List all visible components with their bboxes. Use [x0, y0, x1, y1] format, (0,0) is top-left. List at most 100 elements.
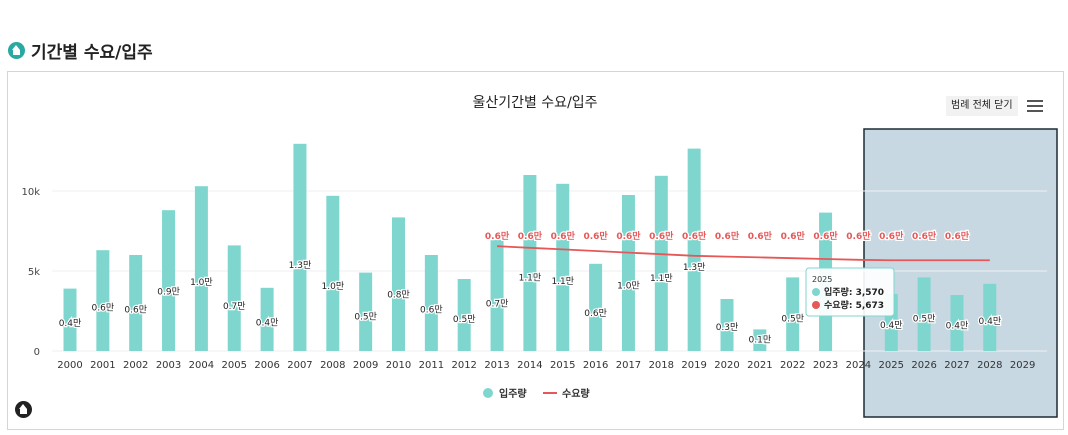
x-tick-label: 2023 — [813, 360, 838, 371]
label-layer: 0.4만 0.6만 0.6만 0.9만 1.0만 0.7만 0.4만 1.3만 1.0만 0.5만… — [57, 229, 1002, 347]
bar — [753, 329, 767, 351]
bar-data-label: 1.0만 — [190, 277, 213, 288]
bar — [260, 287, 274, 351]
bar-data-label: 1.0만 — [322, 281, 345, 292]
bar-data-label: 0.5만 — [781, 314, 804, 325]
bar — [129, 255, 143, 351]
x-tick-label: 2026 — [911, 360, 936, 371]
bar — [556, 183, 570, 351]
x-tick-label: 2022 — [780, 360, 805, 371]
bar-data-label: 0.4만 — [59, 318, 82, 329]
bar-layer — [63, 143, 997, 351]
x-tick-label: 2005 — [222, 360, 247, 371]
tooltip-dot — [812, 288, 820, 296]
axis-layer: 0 5k 10k 2000 2001 2002 2003 2004 2005 2006 2007 20… — [21, 187, 1035, 371]
bar-data-label: 1.1만 — [551, 276, 574, 287]
line-data-label: 0.6만 — [682, 230, 707, 242]
line-data-label: 0.6만 — [748, 230, 773, 242]
bar-data-label: 0.4만 — [979, 316, 1002, 327]
bar-data-label: 1.1만 — [650, 273, 673, 284]
bar-data-label: 0.9만 — [157, 287, 180, 298]
line-data-label: 0.6만 — [813, 230, 838, 242]
x-tick-label: 2016 — [583, 360, 608, 371]
home-icon — [8, 42, 25, 59]
bar — [786, 277, 800, 351]
line-data-label: 0.6만 — [912, 230, 937, 242]
bar — [326, 195, 340, 351]
y-tick-label: 10k — [21, 187, 40, 198]
line-data-label: 0.6만 — [879, 230, 904, 242]
bar — [457, 279, 471, 351]
bar-data-label: 0.6만 — [124, 305, 147, 316]
chart-title: 울산기간별 수요/입주 — [472, 95, 597, 111]
x-tick-label: 2013 — [484, 360, 509, 371]
hamburger-menu-icon[interactable] — [1027, 97, 1043, 113]
bar — [654, 175, 668, 351]
legend-item-supply[interactable]: 입주량 — [483, 387, 527, 400]
bar — [227, 245, 241, 351]
bar — [720, 299, 734, 351]
y-tick-label: 0 — [34, 347, 40, 358]
section-title: 기간별 수요/입주 — [31, 43, 153, 63]
legend-label-demand: 수요량 — [562, 388, 590, 400]
x-tick-label: 2007 — [287, 360, 312, 371]
legend-item-demand[interactable]: 수요량 — [543, 388, 590, 400]
bar-data-label: 1.0만 — [617, 281, 640, 292]
section-header: 기간별 수요/입주 — [8, 38, 153, 63]
x-tick-label: 2011 — [419, 360, 444, 371]
x-tick-label: 2001 — [90, 360, 115, 371]
bar-data-label: 0.5만 — [453, 314, 476, 325]
demand-line — [497, 245, 990, 262]
bar — [162, 210, 176, 351]
bar-data-label: 0.4만 — [880, 320, 903, 331]
x-tick-label: 2025 — [879, 360, 904, 371]
legend-marker-supply — [483, 388, 493, 398]
legend-label-supply: 입주량 — [499, 387, 527, 400]
bar-data-label: 0.5만 — [913, 314, 936, 325]
bar-data-label: 0.3만 — [716, 322, 739, 333]
line-data-label: 0.6만 — [485, 230, 510, 242]
bar — [293, 143, 307, 351]
line-layer — [497, 245, 990, 262]
bar — [621, 195, 635, 351]
line-data-label: 0.6만 — [945, 230, 970, 242]
highlight-layer — [863, 128, 1058, 418]
x-tick-label: 2028 — [977, 360, 1002, 371]
tooltip-box — [805, 267, 895, 317]
x-tick-label: 2014 — [517, 360, 542, 371]
bar-data-label: 0.1만 — [749, 334, 772, 345]
brand-logo-icon — [15, 401, 32, 418]
bar — [359, 272, 373, 351]
bar-data-label: 0.4만 — [946, 321, 969, 332]
bar — [490, 239, 504, 351]
tooltip-dot — [812, 301, 820, 309]
line-data-label: 0.6만 — [551, 230, 576, 242]
bar — [392, 217, 405, 351]
legend: 입주량 수요량 — [483, 387, 590, 400]
bar-data-label: 0.8만 — [387, 290, 410, 301]
x-tick-label: 2021 — [747, 360, 772, 371]
line-data-label: 0.6만 — [518, 230, 543, 242]
line-data-label: 0.6만 — [781, 230, 806, 242]
x-tick-label: 2009 — [353, 360, 378, 371]
bar — [424, 255, 438, 351]
bar-data-label: 1.3만 — [683, 262, 706, 273]
line-data-label: 0.6만 — [715, 230, 740, 242]
bar — [917, 277, 931, 351]
bar-data-label: 0.4만 — [256, 318, 279, 329]
bar-data-label: 1.1만 — [519, 273, 542, 284]
x-tick-label: 2010 — [386, 360, 411, 371]
legend-toggle-button[interactable]: 범례 전체 닫기 — [946, 96, 1018, 116]
x-tick-label: 2017 — [616, 360, 641, 371]
y-tick-label: 5k — [28, 267, 40, 278]
line-data-label: 0.6만 — [583, 230, 608, 242]
x-tick-label: 2027 — [944, 360, 969, 371]
bar — [523, 175, 537, 351]
x-tick-label: 2000 — [57, 360, 82, 371]
x-tick-label: 2029 — [1010, 360, 1035, 371]
x-tick-label: 2024 — [846, 360, 871, 371]
x-tick-label: 2006 — [254, 360, 279, 371]
bar — [96, 250, 110, 351]
line-data-label: 0.6만 — [846, 230, 871, 242]
